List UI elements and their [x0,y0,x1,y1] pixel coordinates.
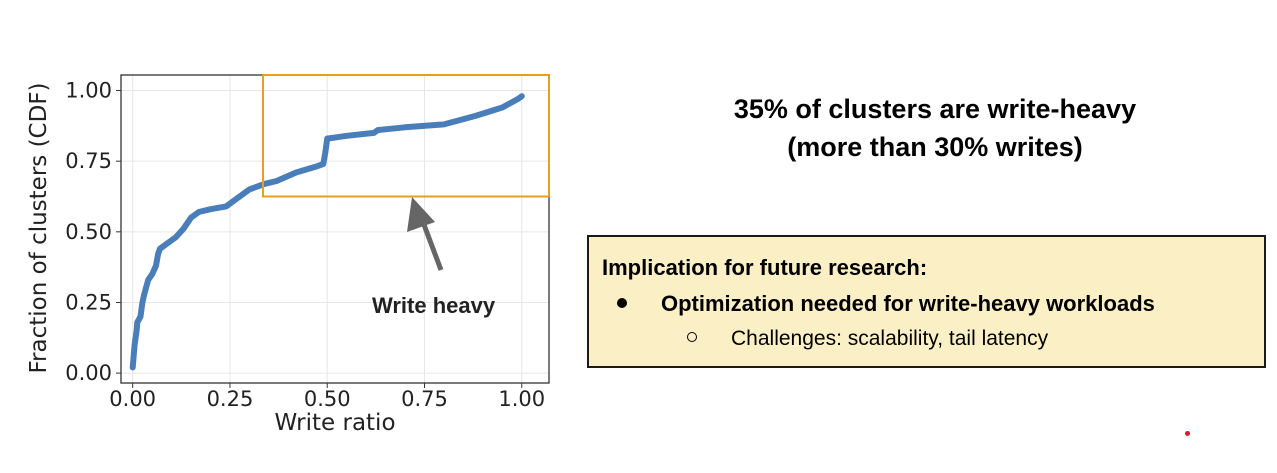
cdf-chart: 0.00 0.25 0.50 0.75 1.00 0.00 0.25 0.50 0.75 1.00… [26,74,550,436]
grid [121,75,549,383]
implication-bullet: Optimization needed for write-heavy work… [617,291,1155,317]
headline-line-1: 35% of clusters are write-heavy [733,94,1137,124]
highlight-box [262,74,550,198]
x-tick-label: 0.50 [304,387,351,411]
implication-bullet-text: Optimization needed for write-heavy work… [661,291,1155,316]
x-tick-label: 0.75 [401,387,448,411]
annotation-arrow [407,197,444,271]
x-axis-label: Write ratio [274,410,395,436]
implication-sub-bullet-text: Challenges: scalability, tail latency [731,327,1049,350]
y-axis-label: Fraction of clusters (CDF) [26,82,52,373]
headline: 35% of clusters are write-heavy (more th… [640,90,1230,166]
implication-title: Implication for future research: [602,255,928,280]
x-tick-label: 0.00 [109,387,156,411]
y-tick-label: 1.00 [65,79,112,103]
bullet-dot-icon [617,298,627,309]
y-tick-label: 0.75 [65,149,112,173]
x-tick-label: 1.00 [498,387,545,411]
axis-ticks: 0.00 0.25 0.50 0.75 1.00 0.00 0.25 0.50 0.75 1.00 [65,79,545,411]
headline-line-2: (more than 30% writes) [787,132,1083,162]
y-tick-label: 0.00 [65,361,112,385]
implication-box: Implication for future research: Optimiz… [587,235,1266,368]
hollow-bullet-icon [687,332,697,343]
series-line [129,93,525,371]
laser-pointer-dot [1185,431,1190,436]
implication-sub-bullet: Challenges: scalability, tail latency [687,327,1048,351]
y-tick-label: 0.50 [65,220,112,244]
x-tick-label: 0.25 [207,387,254,411]
annotation-label: Write heavy [372,293,496,318]
y-tick-label: 0.25 [65,290,112,314]
